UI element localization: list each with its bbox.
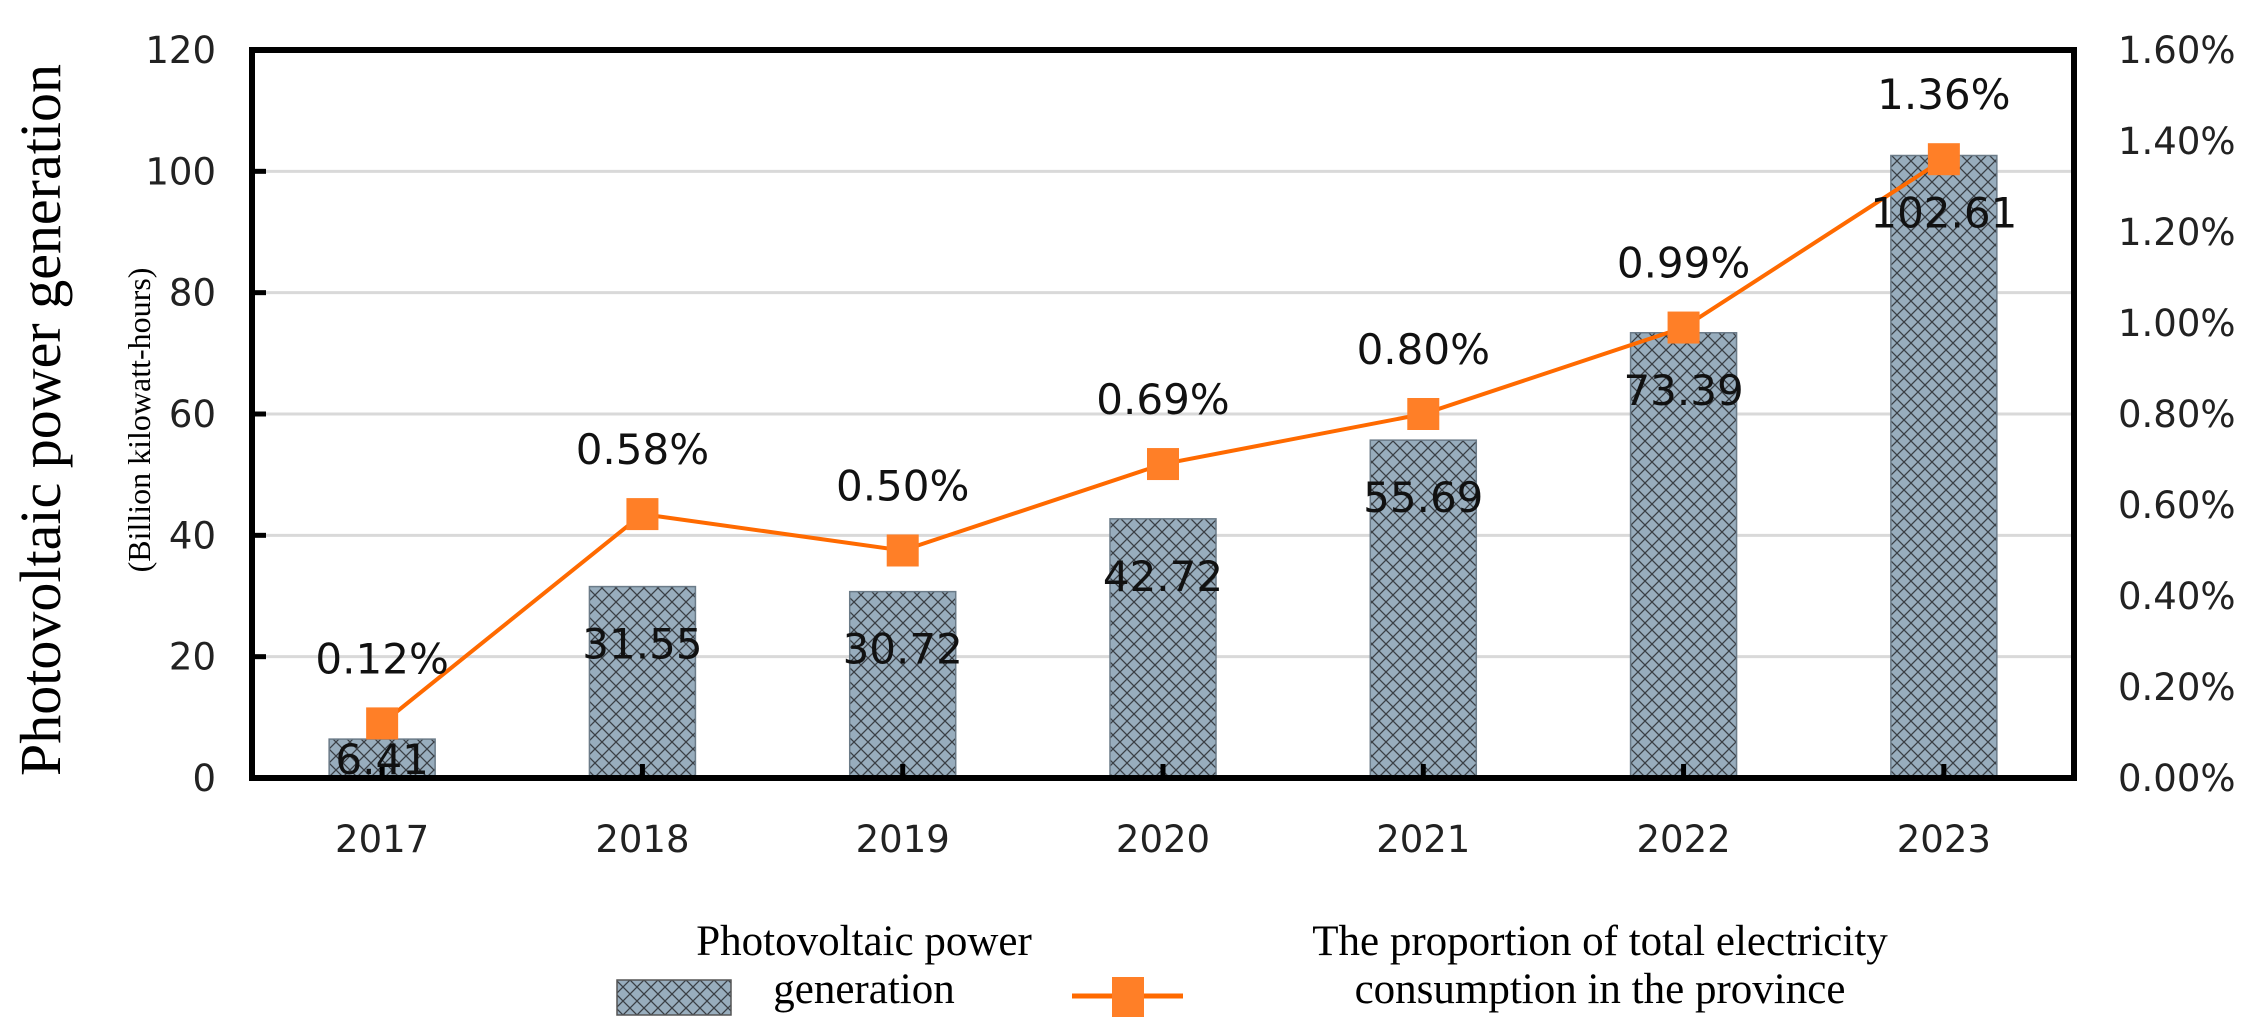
x-tick-label: 2023	[1897, 818, 1991, 861]
y2-tick-label: 0.40%	[2118, 575, 2236, 618]
legend-line-marker	[1112, 977, 1144, 1017]
y-tick-label: 100	[145, 150, 216, 193]
y-tick-label: 0	[192, 757, 216, 800]
y2-tick-label: 0.00%	[2118, 757, 2236, 800]
line-value-label: 0.80%	[1357, 325, 1490, 374]
tick-labels: 0 20 40 60 80 100 120 0.00% 0.20% 0.40% 0.60% 0.80%…	[145, 29, 2235, 861]
y-tick-label: 120	[145, 29, 216, 72]
line-marker-2022	[1667, 311, 1700, 344]
bar-2023	[1890, 154, 1998, 779]
line-series	[366, 143, 1960, 740]
legend-line-label-line1: The proportion of total electricity	[1312, 918, 1888, 965]
y2-tick-label: 1.60%	[2118, 29, 2236, 72]
data-labels: 6.41 31.55 30.72 42.72 55.69 73.39 102.61 0.12%…	[315, 70, 2017, 784]
y-tick-label: 20	[169, 636, 216, 679]
bar-value-label: 31.55	[582, 620, 702, 669]
y2-tick-label: 0.80%	[2118, 393, 2236, 436]
line-marker-2020	[1147, 448, 1179, 481]
y-tick-label: 40	[169, 514, 216, 557]
line-marker-2019	[886, 534, 919, 567]
y-tick-label: 80	[169, 272, 216, 315]
x-tick-label: 2020	[1116, 818, 1210, 861]
line-value-label: 1.36%	[1877, 70, 2010, 119]
x-tick-label: 2019	[856, 818, 950, 861]
line-value-label: 0.99%	[1617, 239, 1750, 288]
bar-value-label: 102.61	[1870, 188, 2017, 237]
bar-value-label: 55.69	[1363, 473, 1483, 522]
legend-bar-label-line1: Photovoltaic power	[696, 918, 1032, 965]
line-value-label: 0.69%	[1096, 375, 1229, 424]
x-tick-label: 2018	[595, 818, 689, 861]
y-tick-label: 60	[169, 393, 216, 436]
bar-2020	[1109, 518, 1217, 779]
bar-2019	[848, 590, 957, 779]
line-value-label: 0.50%	[836, 462, 969, 511]
axes	[249, 47, 2077, 781]
line-marker-2017	[366, 707, 399, 740]
bar-value-label: 42.72	[1103, 552, 1223, 601]
y-axis-title: Photovoltaic power generation	[8, 64, 73, 776]
y-axis-subtitle: (Billion kilowatt-hours)	[121, 268, 157, 573]
x-tick-label: 2022	[1636, 818, 1730, 861]
bar-value-label: 30.72	[843, 625, 963, 674]
legend-bar-label-line2: generation	[773, 966, 954, 1013]
gridlines	[252, 169, 2074, 659]
bar-value-label: 73.39	[1623, 366, 1743, 415]
bar-2021	[1369, 439, 1478, 779]
y2-tick-label: 0.60%	[2118, 484, 2236, 527]
legend-line-label-line2: consumption in the province	[1355, 966, 1846, 1013]
y2-tick-label: 1.20%	[2118, 211, 2236, 254]
bar-value-label: 6.41	[335, 735, 429, 784]
line-marker-2021	[1407, 398, 1440, 430]
y2-tick-label: 0.20%	[2118, 666, 2236, 709]
line-marker-2018	[626, 498, 659, 531]
legend: Photovoltaic power generation The propor…	[616, 918, 1888, 1017]
x-tick-label: 2017	[335, 818, 429, 861]
line-marker-2023	[1927, 143, 1960, 176]
y2-tick-label: 1.00%	[2118, 302, 2236, 345]
legend-bar-swatch	[616, 979, 732, 1016]
y2-tick-label: 1.40%	[2118, 120, 2236, 163]
bar-2018	[588, 585, 697, 779]
x-tick-label: 2021	[1376, 818, 1470, 861]
bar-series	[328, 154, 1998, 779]
line-value-label: 0.12%	[315, 634, 448, 683]
line-value-label: 0.58%	[576, 425, 709, 474]
